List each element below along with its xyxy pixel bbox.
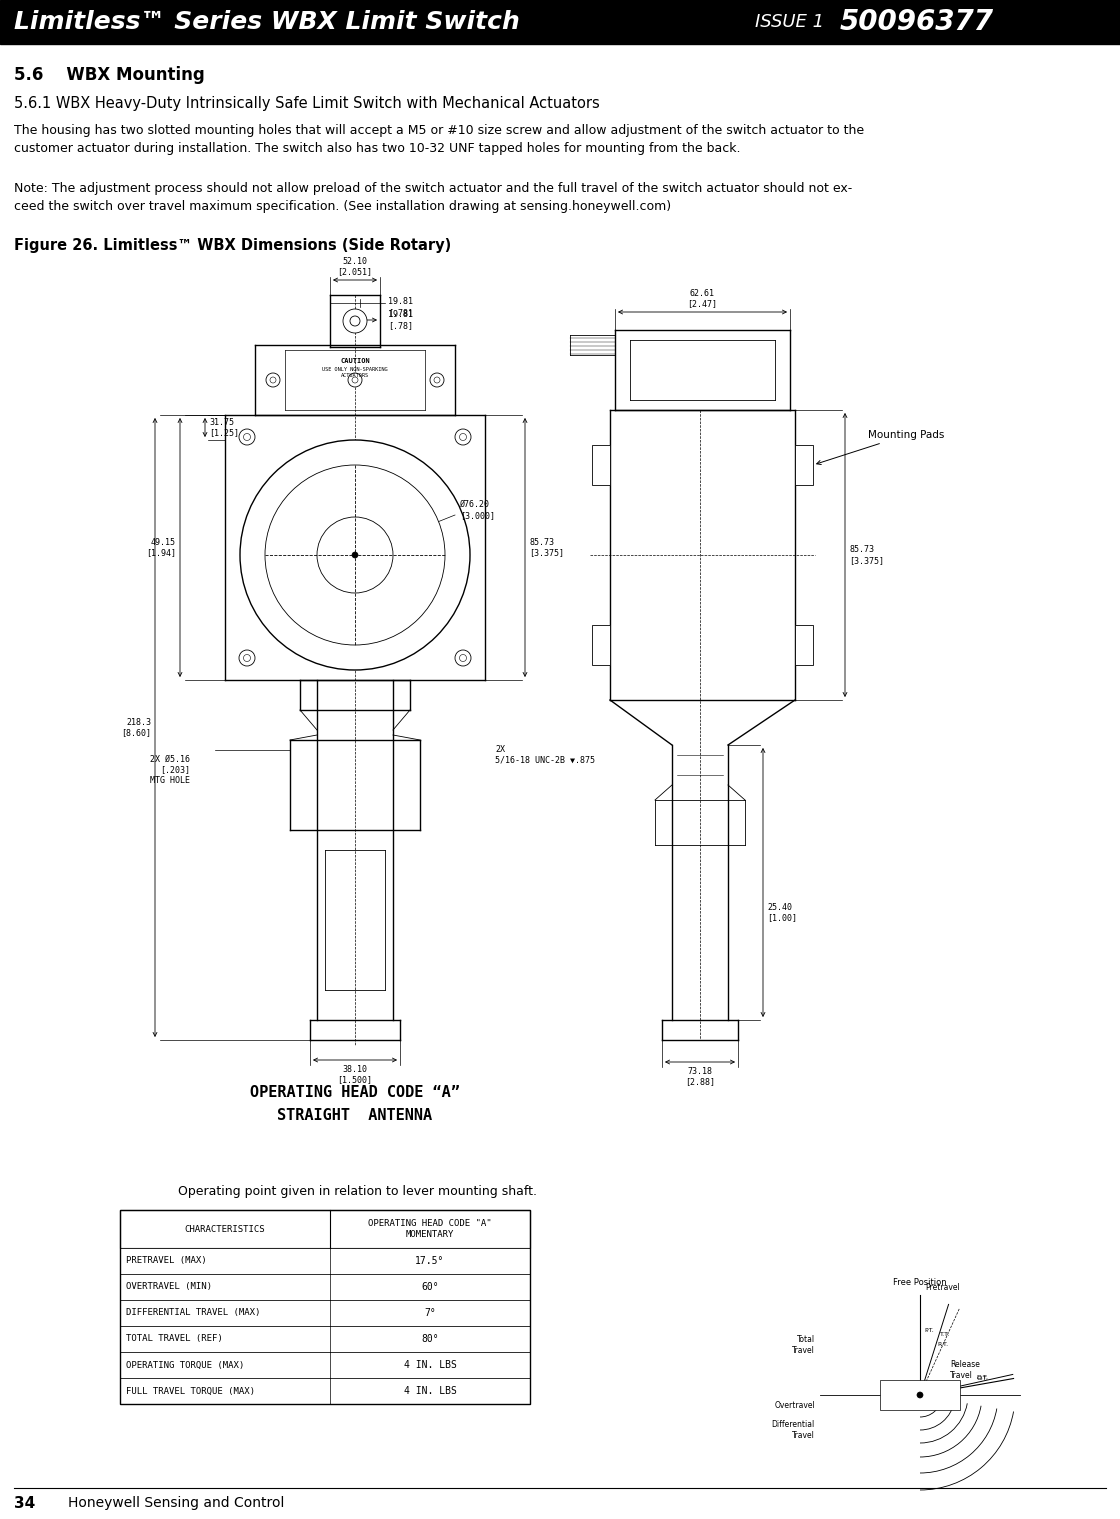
Text: FULL TRAVEL TORQUE (MAX): FULL TRAVEL TORQUE (MAX) [125, 1387, 255, 1396]
Circle shape [343, 308, 367, 333]
Text: Mounting Pads: Mounting Pads [816, 430, 944, 465]
Circle shape [459, 433, 467, 441]
Text: USE ONLY NON-SPARKING
ACTUATORS: USE ONLY NON-SPARKING ACTUATORS [323, 368, 388, 378]
Text: Honeywell Sensing and Control: Honeywell Sensing and Control [68, 1496, 284, 1510]
Text: Limitless™ Series WBX Limit Switch: Limitless™ Series WBX Limit Switch [13, 11, 520, 33]
Text: R.T.: R.T. [937, 1343, 949, 1347]
Bar [120, 1211, 530, 1249]
Text: PRETRAVEL (MAX): PRETRAVEL (MAX) [125, 1256, 206, 1265]
Circle shape [243, 433, 251, 441]
Circle shape [352, 551, 358, 557]
Text: 34: 34 [13, 1496, 35, 1510]
Text: 50096377: 50096377 [840, 8, 995, 36]
Text: Total
Travel: Total Travel [792, 1335, 815, 1355]
Bar [120, 1211, 530, 1404]
Text: 5.6    WBX Mounting: 5.6 WBX Mounting [13, 65, 205, 84]
Bar [795, 624, 813, 665]
Bar [880, 1379, 960, 1410]
Bar [120, 1378, 530, 1404]
Text: STRAIGHT  ANTENNA: STRAIGHT ANTENNA [278, 1107, 432, 1123]
Text: Figure 26. Limitless™ WBX Dimensions (Side Rotary): Figure 26. Limitless™ WBX Dimensions (Si… [13, 238, 451, 254]
Text: Pretravel: Pretravel [925, 1284, 960, 1293]
Text: DIFFERENTIAL TRAVEL (MAX): DIFFERENTIAL TRAVEL (MAX) [125, 1308, 260, 1317]
Text: 4 IN. LBS: 4 IN. LBS [403, 1360, 457, 1370]
Bar [120, 1300, 530, 1326]
Circle shape [909, 1385, 930, 1405]
Circle shape [270, 377, 276, 383]
Text: 4 IN. LBS: 4 IN. LBS [403, 1385, 457, 1396]
Text: Operating point given in relation to lever mounting shaft.: Operating point given in relation to lev… [178, 1185, 536, 1198]
Text: 52.10
[2.051]: 52.10 [2.051] [337, 257, 373, 276]
Text: 49.15
[1.94]: 49.15 [1.94] [146, 538, 176, 557]
Text: 17.5°: 17.5° [416, 1256, 445, 1265]
Text: 19.81
[.78]: 19.81 [.78] [388, 298, 413, 316]
Text: 62.61
[2.47]: 62.61 [2.47] [688, 289, 718, 308]
Text: TOTAL TRAVEL (REF): TOTAL TRAVEL (REF) [125, 1335, 223, 1343]
Circle shape [455, 428, 472, 445]
Text: Note: The adjustment process should not allow preload of the switch actuator and: Note: The adjustment process should not … [13, 182, 852, 213]
Text: T.T.: T.T. [940, 1332, 950, 1337]
Text: OPERATING HEAD CODE "A"
MOMENTARY: OPERATING HEAD CODE "A" MOMENTARY [368, 1218, 492, 1240]
Text: 31.75
[1.25]: 31.75 [1.25] [209, 418, 239, 437]
Text: Ø76.20
[3.000]: Ø76.20 [3.000] [460, 500, 495, 519]
Bar [795, 445, 813, 485]
Circle shape [455, 650, 472, 665]
Circle shape [352, 377, 358, 383]
Text: Release
Travel: Release Travel [950, 1361, 980, 1379]
Circle shape [240, 441, 470, 670]
Text: 19.81
[.78]: 19.81 [.78] [388, 310, 413, 330]
Text: CHARACTERISTICS: CHARACTERISTICS [185, 1224, 265, 1233]
Text: 80°: 80° [421, 1334, 439, 1344]
Circle shape [348, 374, 362, 387]
Circle shape [459, 655, 467, 661]
Text: Free Position: Free Position [893, 1277, 946, 1287]
Text: 38.10
[1.500]: 38.10 [1.500] [337, 1065, 373, 1085]
Circle shape [265, 465, 445, 646]
Text: OPERATING TORQUE (MAX): OPERATING TORQUE (MAX) [125, 1361, 244, 1370]
Text: 218.3
[8.60]: 218.3 [8.60] [121, 718, 151, 737]
Text: 7°: 7° [424, 1308, 436, 1318]
Text: Overtravel: Overtravel [774, 1401, 815, 1410]
Text: 2X Ø5.16
[.203]
MTG HOLE: 2X Ø5.16 [.203] MTG HOLE [150, 755, 190, 785]
Text: 5.6.1 WBX Heavy-Duty Intrinsically Safe Limit Switch with Mechanical Actuators: 5.6.1 WBX Heavy-Duty Intrinsically Safe … [13, 96, 599, 111]
Circle shape [917, 1391, 923, 1397]
Bar [0, 0, 1120, 44]
Text: O.T.: O.T. [977, 1376, 989, 1381]
Text: Differential
Travel: Differential Travel [772, 1420, 815, 1440]
Text: The housing has two slotted mounting holes that will accept a M5 or #10 size scr: The housing has two slotted mounting hol… [13, 125, 865, 155]
Circle shape [267, 374, 280, 387]
Circle shape [430, 374, 444, 387]
Text: 73.18
[2.88]: 73.18 [2.88] [685, 1066, 715, 1086]
Bar [120, 1326, 530, 1352]
Bar [592, 624, 610, 665]
Bar [120, 1352, 530, 1378]
Circle shape [239, 650, 255, 665]
Text: OPERATING HEAD CODE “A”: OPERATING HEAD CODE “A” [250, 1085, 460, 1100]
Circle shape [435, 377, 440, 383]
Circle shape [349, 316, 360, 327]
Text: 60°: 60° [421, 1282, 439, 1293]
Text: 25.40
[1.00]: 25.40 [1.00] [767, 902, 797, 922]
Text: 85.73
[3.375]: 85.73 [3.375] [849, 545, 884, 565]
Text: ISSUE 1: ISSUE 1 [755, 14, 824, 30]
Circle shape [243, 655, 251, 661]
Circle shape [317, 516, 393, 592]
Text: 85.73
[3.375]: 85.73 [3.375] [529, 538, 564, 557]
Text: OVERTRAVEL (MIN): OVERTRAVEL (MIN) [125, 1282, 212, 1291]
Bar [592, 445, 610, 485]
Circle shape [239, 428, 255, 445]
Text: 2X
5/16-18 UNC-2B ▼.875: 2X 5/16-18 UNC-2B ▼.875 [495, 744, 595, 764]
Text: P.T.: P.T. [924, 1328, 934, 1334]
Bar [120, 1249, 530, 1274]
Text: D.T.: D.T. [977, 1375, 989, 1381]
Text: CAUTION: CAUTION [340, 358, 370, 365]
Bar [120, 1274, 530, 1300]
